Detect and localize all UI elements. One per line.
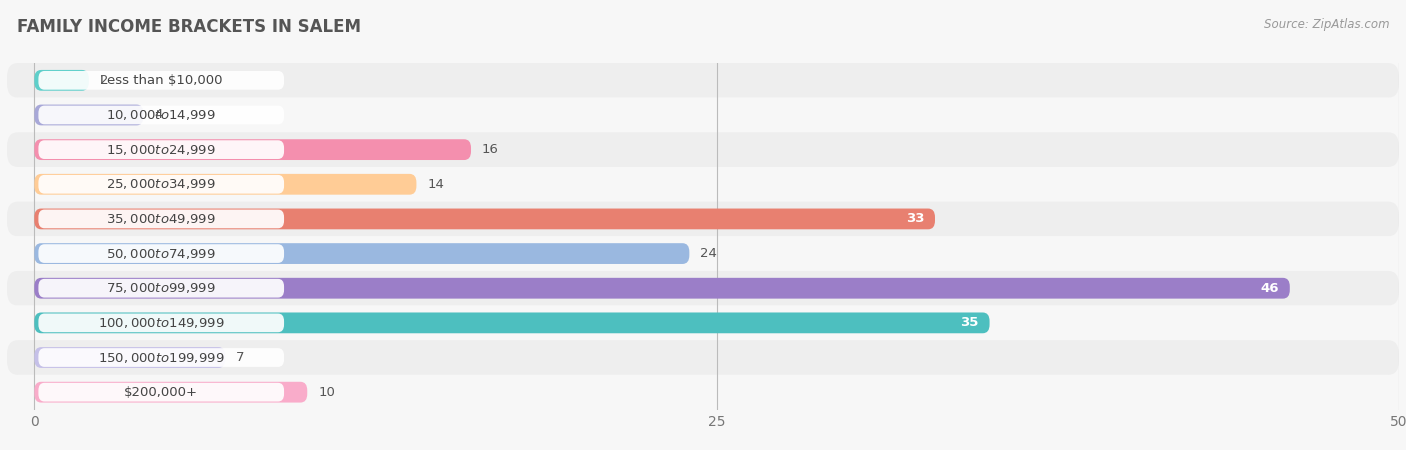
FancyBboxPatch shape bbox=[34, 139, 471, 160]
FancyBboxPatch shape bbox=[34, 382, 308, 403]
FancyBboxPatch shape bbox=[34, 243, 689, 264]
FancyBboxPatch shape bbox=[7, 167, 1399, 202]
FancyBboxPatch shape bbox=[38, 244, 284, 263]
Text: $10,000 to $14,999: $10,000 to $14,999 bbox=[107, 108, 217, 122]
FancyBboxPatch shape bbox=[34, 174, 416, 195]
Text: 24: 24 bbox=[700, 247, 717, 260]
FancyBboxPatch shape bbox=[38, 140, 284, 159]
FancyBboxPatch shape bbox=[34, 70, 89, 91]
FancyBboxPatch shape bbox=[7, 98, 1399, 132]
FancyBboxPatch shape bbox=[7, 63, 1399, 98]
FancyBboxPatch shape bbox=[38, 314, 284, 332]
FancyBboxPatch shape bbox=[38, 71, 284, 90]
FancyBboxPatch shape bbox=[7, 340, 1399, 375]
Text: 46: 46 bbox=[1260, 282, 1279, 295]
FancyBboxPatch shape bbox=[38, 210, 284, 228]
FancyBboxPatch shape bbox=[34, 208, 935, 230]
FancyBboxPatch shape bbox=[38, 279, 284, 297]
FancyBboxPatch shape bbox=[34, 312, 990, 333]
Text: 35: 35 bbox=[960, 316, 979, 329]
FancyBboxPatch shape bbox=[38, 348, 284, 367]
Text: 16: 16 bbox=[482, 143, 499, 156]
FancyBboxPatch shape bbox=[34, 104, 143, 126]
Text: 10: 10 bbox=[318, 386, 335, 399]
Text: 33: 33 bbox=[905, 212, 924, 225]
Text: 14: 14 bbox=[427, 178, 444, 191]
FancyBboxPatch shape bbox=[38, 383, 284, 401]
FancyBboxPatch shape bbox=[34, 347, 225, 368]
FancyBboxPatch shape bbox=[7, 375, 1399, 410]
Text: $200,000+: $200,000+ bbox=[124, 386, 198, 399]
Text: $15,000 to $24,999: $15,000 to $24,999 bbox=[107, 143, 217, 157]
Text: $150,000 to $199,999: $150,000 to $199,999 bbox=[98, 351, 225, 364]
FancyBboxPatch shape bbox=[7, 236, 1399, 271]
Text: $100,000 to $149,999: $100,000 to $149,999 bbox=[98, 316, 225, 330]
Text: $25,000 to $34,999: $25,000 to $34,999 bbox=[107, 177, 217, 191]
Text: $35,000 to $49,999: $35,000 to $49,999 bbox=[107, 212, 217, 226]
FancyBboxPatch shape bbox=[38, 106, 284, 124]
Text: $50,000 to $74,999: $50,000 to $74,999 bbox=[107, 247, 217, 261]
FancyBboxPatch shape bbox=[7, 271, 1399, 306]
Text: FAMILY INCOME BRACKETS IN SALEM: FAMILY INCOME BRACKETS IN SALEM bbox=[17, 18, 361, 36]
Text: 7: 7 bbox=[236, 351, 245, 364]
FancyBboxPatch shape bbox=[34, 278, 1289, 299]
Text: 4: 4 bbox=[155, 108, 163, 122]
FancyBboxPatch shape bbox=[7, 202, 1399, 236]
Text: Less than $10,000: Less than $10,000 bbox=[100, 74, 222, 87]
Text: Source: ZipAtlas.com: Source: ZipAtlas.com bbox=[1264, 18, 1389, 31]
FancyBboxPatch shape bbox=[38, 175, 284, 194]
FancyBboxPatch shape bbox=[7, 132, 1399, 167]
Text: $75,000 to $99,999: $75,000 to $99,999 bbox=[107, 281, 217, 295]
FancyBboxPatch shape bbox=[7, 306, 1399, 340]
Text: 2: 2 bbox=[100, 74, 108, 87]
